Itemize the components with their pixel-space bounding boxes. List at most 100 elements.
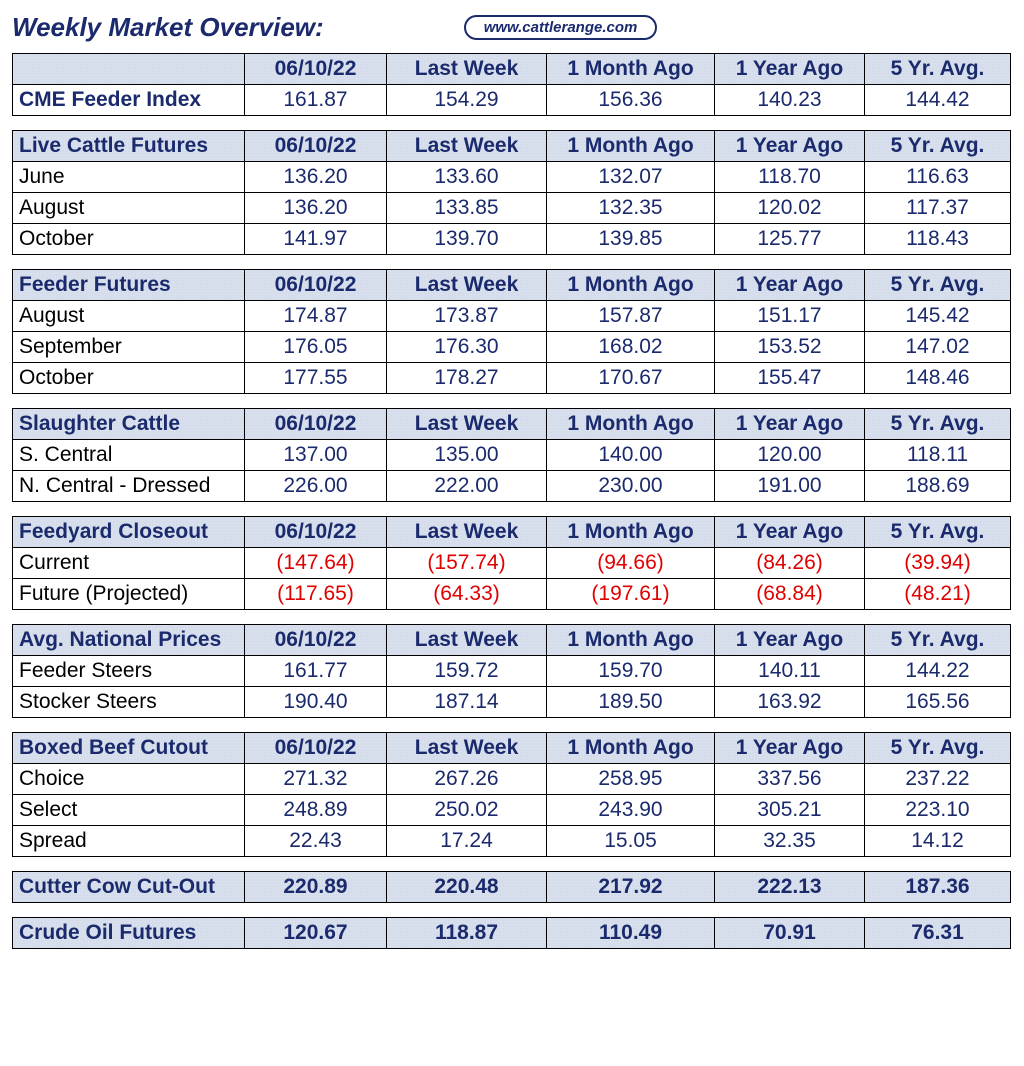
- value-cell: 125.77: [715, 224, 865, 255]
- value-cell: 217.92: [547, 872, 715, 903]
- table-row: October141.97139.70139.85125.77118.43: [13, 224, 1011, 255]
- column-header: Last Week: [387, 409, 547, 440]
- table-row: Crude Oil Futures120.67118.87110.4970.91…: [13, 918, 1011, 949]
- table-row: Spread22.4317.2415.0532.3514.12: [13, 826, 1011, 857]
- value-cell: 153.52: [715, 332, 865, 363]
- value-cell: 116.63: [865, 162, 1011, 193]
- value-cell: 154.29: [387, 85, 547, 116]
- section-name: Boxed Beef Cutout: [13, 733, 245, 764]
- value-cell: 117.37: [865, 193, 1011, 224]
- table-header-row: Avg. National Prices06/10/22Last Week1 M…: [13, 625, 1011, 656]
- value-cell: 148.46: [865, 363, 1011, 394]
- table-row: N. Central - Dressed226.00222.00230.0019…: [13, 471, 1011, 502]
- value-cell: 220.48: [387, 872, 547, 903]
- column-header: 1 Month Ago: [547, 409, 715, 440]
- row-label: September: [13, 332, 245, 363]
- column-header: 1 Year Ago: [715, 54, 865, 85]
- row-label: June: [13, 162, 245, 193]
- table-row: October177.55178.27170.67155.47148.46: [13, 363, 1011, 394]
- column-header: 5 Yr. Avg.: [865, 409, 1011, 440]
- column-header: 06/10/22: [245, 517, 387, 548]
- value-cell: 230.00: [547, 471, 715, 502]
- value-cell: 156.36: [547, 85, 715, 116]
- column-header: 1 Year Ago: [715, 733, 865, 764]
- column-header: 1 Year Ago: [715, 131, 865, 162]
- value-cell: 147.02: [865, 332, 1011, 363]
- market-table: Feeder Futures06/10/22Last Week1 Month A…: [12, 269, 1011, 394]
- table-row: August174.87173.87157.87151.17145.42: [13, 301, 1011, 332]
- row-label: N. Central - Dressed: [13, 471, 245, 502]
- value-cell: 120.67: [245, 918, 387, 949]
- value-cell: 177.55: [245, 363, 387, 394]
- value-cell: 139.85: [547, 224, 715, 255]
- value-cell: 191.00: [715, 471, 865, 502]
- value-cell: 188.69: [865, 471, 1011, 502]
- value-cell: 189.50: [547, 687, 715, 718]
- value-cell: 144.22: [865, 656, 1011, 687]
- value-cell: (157.74): [387, 548, 547, 579]
- column-header: Last Week: [387, 517, 547, 548]
- value-cell: (94.66): [547, 548, 715, 579]
- column-header: 5 Yr. Avg.: [865, 131, 1011, 162]
- value-cell: 120.02: [715, 193, 865, 224]
- table-row: June136.20133.60132.07118.70116.63: [13, 162, 1011, 193]
- value-cell: 32.35: [715, 826, 865, 857]
- value-cell: 165.56: [865, 687, 1011, 718]
- table-header-row: Slaughter Cattle06/10/22Last Week1 Month…: [13, 409, 1011, 440]
- website-badge: www.cattlerange.com: [464, 15, 658, 40]
- value-cell: (48.21): [865, 579, 1011, 610]
- table-row: S. Central137.00135.00140.00120.00118.11: [13, 440, 1011, 471]
- page-title: Weekly Market Overview:: [12, 12, 324, 43]
- column-header: Last Week: [387, 131, 547, 162]
- column-header: 5 Yr. Avg.: [865, 54, 1011, 85]
- row-label: Current: [13, 548, 245, 579]
- value-cell: 22.43: [245, 826, 387, 857]
- value-cell: 170.67: [547, 363, 715, 394]
- value-cell: 187.36: [865, 872, 1011, 903]
- page-header: Weekly Market Overview: www.cattlerange.…: [12, 12, 1012, 43]
- value-cell: 118.43: [865, 224, 1011, 255]
- value-cell: 187.14: [387, 687, 547, 718]
- value-cell: 258.95: [547, 764, 715, 795]
- section-name: Feedyard Closeout: [13, 517, 245, 548]
- column-header: 1 Year Ago: [715, 517, 865, 548]
- value-cell: 140.23: [715, 85, 865, 116]
- column-header: 1 Year Ago: [715, 409, 865, 440]
- value-cell: 136.20: [245, 162, 387, 193]
- value-cell: 133.60: [387, 162, 547, 193]
- value-cell: 173.87: [387, 301, 547, 332]
- column-header: 1 Month Ago: [547, 625, 715, 656]
- column-header: 06/10/22: [245, 54, 387, 85]
- table-header-row: Feedyard Closeout06/10/22Last Week1 Mont…: [13, 517, 1011, 548]
- column-header: 1 Month Ago: [547, 54, 715, 85]
- table-row: Cutter Cow Cut-Out220.89220.48217.92222.…: [13, 872, 1011, 903]
- row-label: Select: [13, 795, 245, 826]
- value-cell: 174.87: [245, 301, 387, 332]
- table-header-row: Feeder Futures06/10/22Last Week1 Month A…: [13, 270, 1011, 301]
- section-name: Live Cattle Futures: [13, 131, 245, 162]
- table-row: Feeder Steers161.77159.72159.70140.11144…: [13, 656, 1011, 687]
- table-row: Choice271.32267.26258.95337.56237.22: [13, 764, 1011, 795]
- value-cell: 223.10: [865, 795, 1011, 826]
- table-row: September176.05176.30168.02153.52147.02: [13, 332, 1011, 363]
- value-cell: 159.72: [387, 656, 547, 687]
- row-label: Future (Projected): [13, 579, 245, 610]
- value-cell: 15.05: [547, 826, 715, 857]
- value-cell: 161.77: [245, 656, 387, 687]
- value-cell: 222.00: [387, 471, 547, 502]
- value-cell: 250.02: [387, 795, 547, 826]
- value-cell: 14.12: [865, 826, 1011, 857]
- value-cell: 141.97: [245, 224, 387, 255]
- value-cell: 157.87: [547, 301, 715, 332]
- table-row: CME Feeder Index161.87154.29156.36140.23…: [13, 85, 1011, 116]
- column-header: 1 Month Ago: [547, 270, 715, 301]
- table-row: Future (Projected)(117.65)(64.33)(197.61…: [13, 579, 1011, 610]
- value-cell: 118.70: [715, 162, 865, 193]
- column-header: 1 Month Ago: [547, 517, 715, 548]
- value-cell: 144.42: [865, 85, 1011, 116]
- value-cell: 190.40: [245, 687, 387, 718]
- value-cell: 222.13: [715, 872, 865, 903]
- value-cell: 17.24: [387, 826, 547, 857]
- column-header: 1 Year Ago: [715, 270, 865, 301]
- column-header: Last Week: [387, 625, 547, 656]
